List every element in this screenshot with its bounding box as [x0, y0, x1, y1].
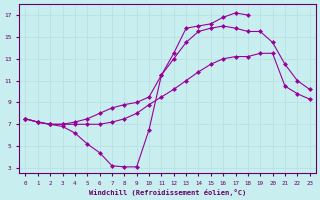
- X-axis label: Windchill (Refroidissement éolien,°C): Windchill (Refroidissement éolien,°C): [89, 189, 246, 196]
